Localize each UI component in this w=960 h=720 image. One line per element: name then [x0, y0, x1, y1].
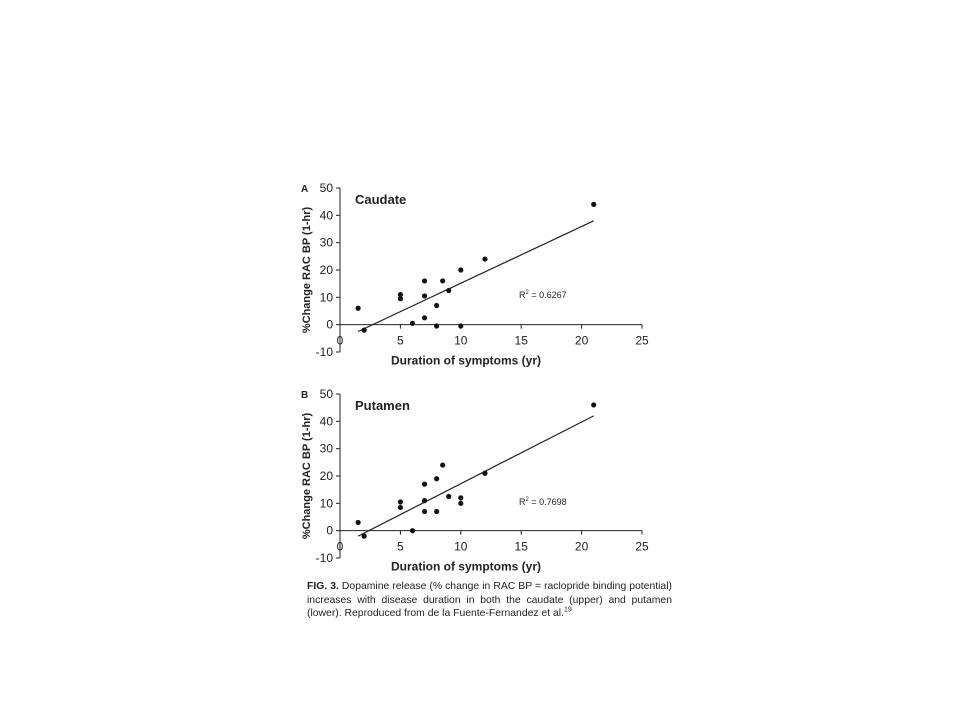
x-tick-label: 5 [397, 540, 404, 554]
data-point [458, 267, 464, 273]
data-point [361, 327, 367, 333]
figure: -10 0 10 20 30 40 50 0 5 10 15 20 25 A %Change RAC BP … [297, 178, 685, 648]
x-axis-label: Duration of symptoms (yr) [391, 560, 541, 574]
x-tick-label: 25 [635, 334, 649, 348]
panel-letter: A [301, 184, 308, 195]
data-point [355, 519, 361, 526]
data-point [409, 320, 416, 326]
y-tick-label: 30 [320, 236, 334, 250]
r-squared-annotation: R2 = 0.6267 [519, 290, 567, 300]
caption-text: Dopamine release (% change in RAC BP = r… [307, 581, 672, 620]
data-point [446, 287, 452, 294]
data-point [397, 292, 403, 298]
data-point [458, 495, 464, 501]
x-tick-label: 5 [397, 334, 404, 348]
x-axis-label: Duration of symptoms (yr) [391, 354, 541, 368]
data-point [397, 296, 403, 302]
x-tick-label: 10 [454, 540, 468, 554]
r-squared-annotation: R2 = 0.7698 [519, 497, 567, 507]
y-tick-label: 40 [320, 208, 334, 222]
y-tick-label: 50 [320, 181, 334, 195]
data-point [434, 323, 440, 329]
y-tick-label: 0 [326, 318, 333, 332]
chart-title: Caudate [355, 192, 406, 207]
x-tick-label: 25 [635, 540, 649, 554]
caption-ref: 19 [564, 606, 572, 614]
panel-letter: B [301, 390, 308, 401]
y-tick-label: -10 [316, 551, 334, 565]
data-point [397, 504, 403, 511]
y-tick-label: 10 [320, 290, 334, 304]
caption-label: FIG. 3. [307, 581, 339, 592]
data-point [591, 402, 597, 408]
data-point [421, 315, 428, 321]
x-tick-label: 15 [515, 540, 529, 554]
y-axis-label: %Change RAC BP (1-hr) [301, 413, 313, 540]
x-tick-label: 10 [454, 334, 468, 348]
data-point [434, 302, 440, 309]
data-point [591, 201, 597, 207]
y-tick-label: -10 [316, 345, 334, 359]
data-point [397, 499, 403, 505]
data-point [421, 481, 428, 487]
data-point [434, 508, 440, 515]
y-tick-label: 20 [320, 469, 334, 483]
y-tick-label: 10 [320, 496, 334, 510]
data-point [421, 278, 428, 284]
x-tick-label: 20 [575, 334, 589, 348]
data-point [440, 462, 446, 468]
x-tick-label: 0 [337, 540, 344, 554]
chart-title: Putamen [355, 398, 410, 413]
y-tick-label: 0 [326, 524, 333, 538]
data-point [421, 293, 428, 299]
data-point [409, 528, 416, 534]
y-tick-label: 40 [320, 414, 334, 428]
x-tick-label: 0 [337, 334, 344, 348]
data-point [434, 476, 440, 482]
y-tick-label: 30 [320, 442, 334, 456]
data-point [355, 305, 361, 311]
trendline [357, 415, 594, 537]
y-tick-label: 50 [320, 387, 334, 401]
data-point [458, 500, 464, 506]
y-tick-label: 20 [320, 263, 334, 277]
data-point [446, 493, 452, 500]
x-tick-label: 15 [515, 334, 529, 348]
data-point [458, 323, 464, 329]
data-point [361, 533, 367, 539]
data-point [440, 278, 446, 284]
data-point [482, 256, 488, 262]
data-point [482, 470, 488, 476]
trendline [357, 220, 594, 333]
figure-caption: FIG. 3. Dopamine release (% change in RA… [307, 580, 672, 621]
data-point [421, 508, 428, 515]
y-axis-label: %Change RAC BP (1-hr) [301, 207, 313, 334]
x-tick-label: 20 [575, 540, 589, 554]
data-point [421, 498, 428, 504]
